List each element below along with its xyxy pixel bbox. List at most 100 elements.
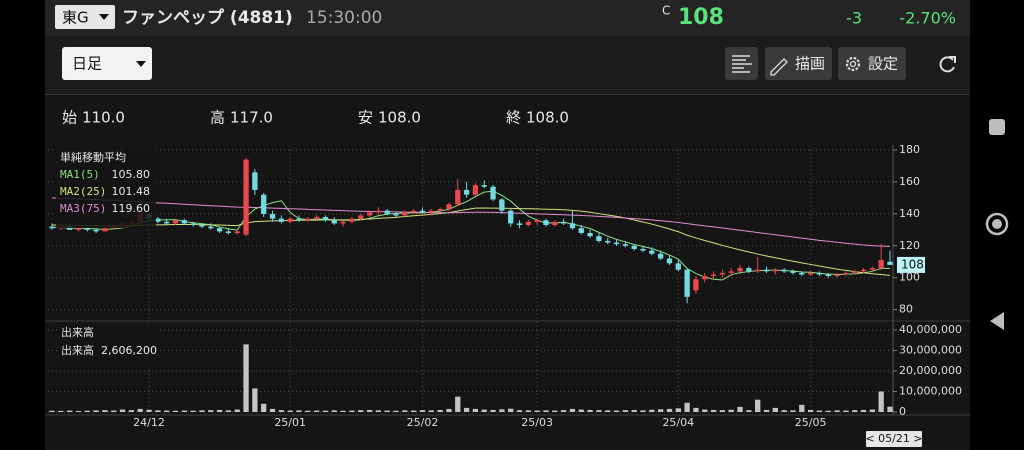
volume-bar <box>499 409 505 412</box>
volume-bar <box>790 410 796 412</box>
volume-bar <box>649 409 655 412</box>
candle-body <box>340 221 346 224</box>
candle-body <box>737 268 743 272</box>
nav-recents[interactable] <box>989 119 1005 135</box>
pencil-icon <box>770 58 788 76</box>
candle-body <box>446 204 452 210</box>
legend-title: 単純移動平均 <box>60 150 126 164</box>
candle-body <box>66 226 73 230</box>
nav-home[interactable] <box>985 212 1009 236</box>
volume-bar <box>366 409 373 412</box>
change: -3 <box>846 9 862 28</box>
legend-name: MA3(75) <box>60 202 106 215</box>
nav-home-dot <box>992 219 1002 229</box>
volume-bar <box>375 410 382 412</box>
candle-body <box>428 210 434 213</box>
volume-bar <box>702 409 708 412</box>
candle-body <box>843 272 849 275</box>
candle-body <box>411 210 417 213</box>
volume-bar <box>490 409 496 412</box>
candle-body <box>710 274 717 277</box>
volume-bar <box>287 410 293 412</box>
volume-bar <box>737 406 743 412</box>
volume-bar <box>402 410 408 412</box>
candle-body <box>781 269 787 272</box>
candle-body <box>799 272 805 275</box>
overlay: 単純移動平均 MA1(5) 105.80 MA2(25) 101.48 MA3(75) 11… <box>56 148 925 447</box>
change-percent: -2.70% <box>899 9 956 28</box>
candle-body <box>878 260 884 269</box>
ohlc-value: 108.0 <box>378 109 421 127</box>
candle-body <box>358 215 364 219</box>
candle-body <box>816 272 823 275</box>
volume-readout-box <box>57 323 160 370</box>
volume-bar <box>622 410 629 412</box>
volume-bar <box>199 410 205 412</box>
period-label: 日足 <box>72 55 102 73</box>
candle-body <box>649 250 655 254</box>
period-select[interactable] <box>62 47 152 80</box>
candle-body <box>543 220 549 226</box>
volume-bar <box>799 404 805 412</box>
candle-body <box>693 279 699 291</box>
volume-bar <box>243 344 249 412</box>
candle-body <box>516 223 523 226</box>
volume-bar <box>807 409 814 412</box>
legend-value: 105.80 <box>112 168 151 181</box>
volume-bar <box>613 410 620 412</box>
y-tick-label: 40,000,000 <box>899 323 962 336</box>
market-select[interactable] <box>55 5 115 29</box>
volume-bar <box>525 410 531 412</box>
header-bar <box>45 0 970 36</box>
volume-bar <box>772 407 778 412</box>
volume-bar <box>269 408 276 412</box>
nav-back[interactable] <box>990 312 1004 330</box>
volume-bar <box>128 410 135 412</box>
volume-bar <box>816 410 823 412</box>
refresh-arrow <box>949 56 956 63</box>
candle-body <box>605 240 611 243</box>
volume-bar <box>825 410 831 412</box>
volume-bar <box>552 410 558 412</box>
candle-body <box>772 269 778 272</box>
candle-body <box>102 228 108 232</box>
volume-bar <box>66 410 73 412</box>
candle-body <box>552 221 558 226</box>
candle-body <box>508 210 514 224</box>
volume-bar <box>455 396 461 412</box>
volume-title: 出来高 <box>61 325 94 339</box>
candle-body <box>393 213 399 216</box>
settings-label: 設定 <box>868 55 898 73</box>
candle-body <box>666 258 673 264</box>
candle-body <box>261 194 267 214</box>
draw-button[interactable] <box>765 47 832 80</box>
ohlc-label: 始 <box>62 109 77 127</box>
candle-body <box>613 242 620 245</box>
settings-button[interactable] <box>838 47 906 80</box>
volume-bar <box>710 409 717 412</box>
stock-name: ファンペップ (4881) <box>122 7 293 28</box>
volume-bar <box>640 410 646 412</box>
volume-bar <box>446 408 452 412</box>
volume-bar <box>719 410 726 412</box>
time: 15:30:00 <box>306 8 382 28</box>
legend-box <box>56 148 156 228</box>
y-tick-label: 140 <box>899 207 920 220</box>
volume-bar <box>340 410 346 412</box>
volume-bar <box>181 410 187 412</box>
y-tick-label: 20,000,000 <box>899 364 962 377</box>
candle-body <box>472 185 479 195</box>
volume-bar <box>75 410 82 412</box>
volume-bar <box>869 409 876 412</box>
candle-body <box>525 221 531 226</box>
candle-body <box>702 276 708 280</box>
candle-body <box>296 218 302 221</box>
volume-bar <box>437 409 443 412</box>
volume-bar <box>252 388 258 412</box>
candle-body <box>490 186 496 200</box>
candle-body <box>887 261 893 265</box>
candle-body <box>481 185 487 187</box>
dropdown-arrow <box>99 14 109 20</box>
candle-body <box>278 218 284 222</box>
